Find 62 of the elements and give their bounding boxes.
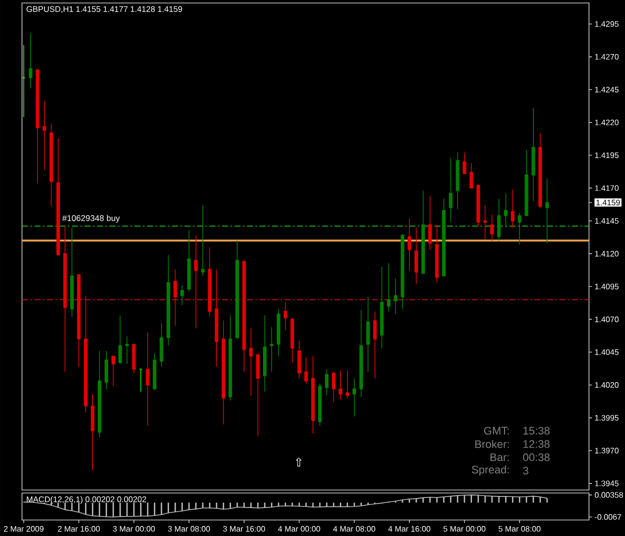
candlestick (242, 260, 246, 372)
annotation: ⇧ (296, 457, 302, 466)
chart-title: GBPUSD,H1 1.4155 1.4177 1.4128 1.4159 (26, 6, 182, 13)
candlestick (276, 308, 280, 356)
candlestick (262, 315, 267, 392)
candlestick (532, 108, 536, 202)
candlestick (194, 234, 198, 329)
annotation: 15:38 (524, 426, 550, 435)
candlestick (497, 198, 501, 241)
annotation: Bar: (490, 453, 509, 462)
candlestick (490, 214, 494, 241)
candlestick (22, 44, 26, 118)
annotation: 3 (523, 466, 528, 474)
candlestick (222, 320, 226, 425)
candlestick (373, 311, 377, 379)
candlestick (338, 370, 342, 400)
candlestick (214, 269, 218, 367)
candlestick (456, 152, 460, 210)
annotation: Spread: (472, 465, 509, 476)
candlestick (104, 350, 108, 390)
candlestick (545, 178, 549, 244)
candlestick (256, 353, 260, 437)
candlestick (180, 284, 184, 306)
candlestick (98, 350, 102, 438)
candlestick (187, 230, 191, 292)
ref-line-label: #10629348 buy (62, 214, 120, 223)
chart-title: MACD(12,26,1) 0.00202 0.00202 (26, 496, 146, 504)
candlestick (428, 196, 432, 250)
candlestick (36, 68, 40, 184)
candlestick (42, 101, 46, 170)
candlestick (435, 224, 439, 283)
candlestick (318, 383, 322, 426)
candlestick (63, 226, 67, 372)
candlestick (50, 123, 54, 207)
annotation: GMT: (484, 426, 509, 435)
annotation: 12:38 (524, 440, 550, 448)
candlestick (408, 218, 412, 272)
candlestick (160, 322, 164, 367)
annotation: 00:38 (523, 453, 550, 462)
candlestick (304, 357, 308, 384)
candlestick (394, 278, 398, 314)
candlestick (70, 227, 74, 318)
candlestick (504, 192, 508, 228)
candlestick (332, 371, 336, 402)
candlestick (173, 269, 178, 326)
candlestick (118, 315, 122, 364)
candlestick (311, 356, 315, 434)
candlestick (414, 227, 418, 284)
candlestick (249, 328, 253, 396)
candlestick (518, 212, 522, 245)
candlestick (90, 394, 94, 471)
candlestick (146, 332, 150, 426)
candlestick (448, 157, 452, 223)
candlestick (346, 370, 350, 398)
annotation: Broker: (475, 440, 509, 448)
candlestick (366, 296, 370, 372)
candlestick (380, 266, 384, 349)
candlestick (352, 378, 356, 417)
candlestick (28, 32, 32, 89)
candlestick (400, 234, 404, 310)
candlestick (152, 353, 156, 391)
candlestick (284, 302, 288, 330)
